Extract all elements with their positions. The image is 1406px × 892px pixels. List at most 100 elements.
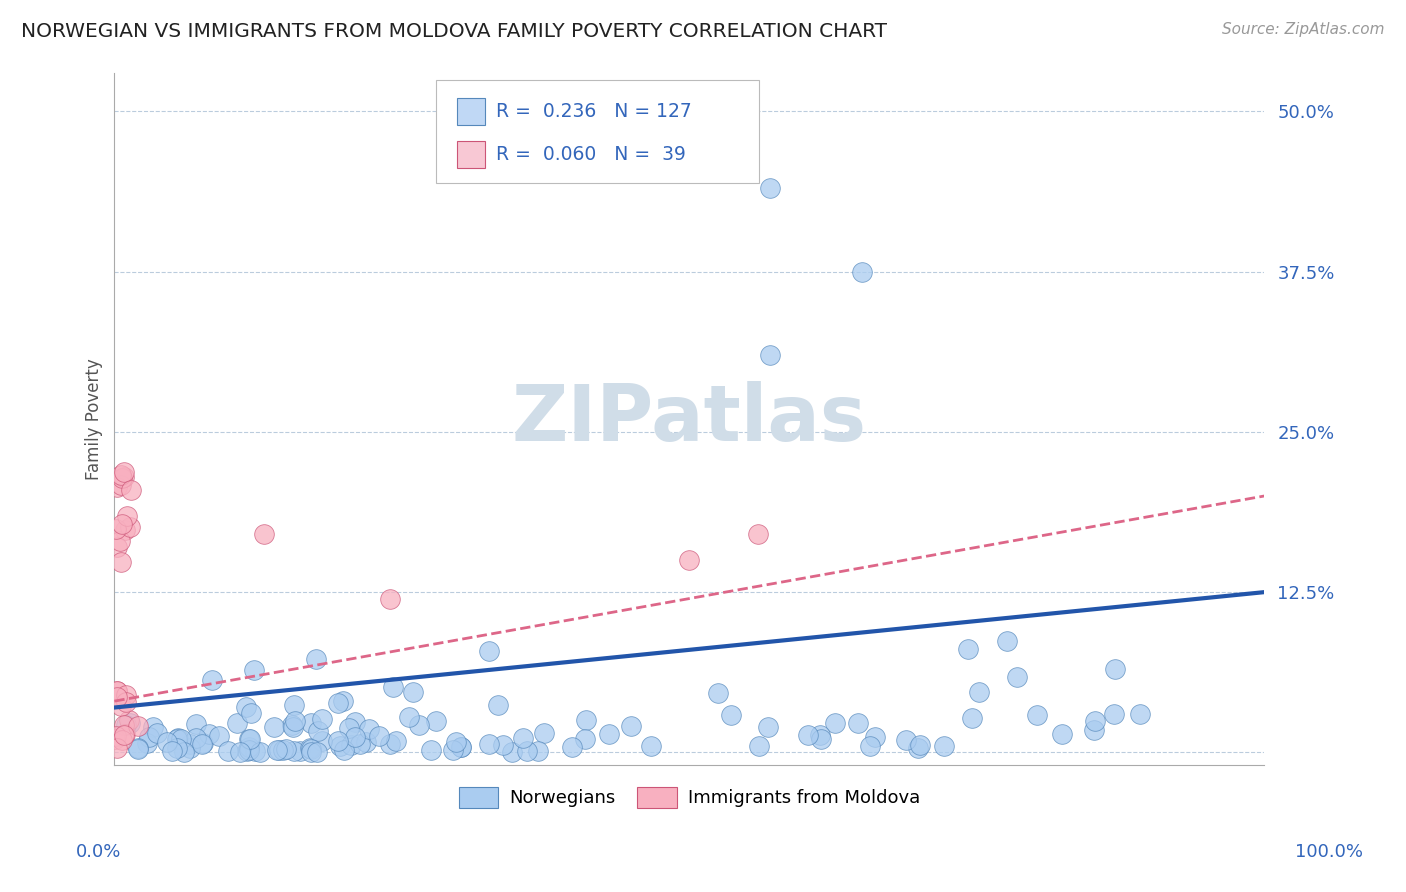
Point [235, 743, 257, 757]
Point [114, 727, 136, 741]
Point [797, 728, 820, 742]
Point [516, 744, 538, 758]
Point [859, 739, 882, 753]
Point [110, 516, 132, 531]
Point [115, 509, 138, 524]
Point [104, 732, 127, 747]
Point [747, 527, 769, 541]
Point [478, 738, 501, 752]
Point [326, 696, 349, 710]
Point [349, 737, 371, 751]
Point [381, 680, 404, 694]
Text: 0.0%: 0.0% [76, 843, 121, 861]
Point [846, 715, 869, 730]
Point [118, 716, 141, 731]
Point [533, 726, 555, 740]
Point [759, 181, 782, 195]
Point [851, 265, 873, 279]
Point [273, 743, 295, 757]
Point [263, 720, 285, 734]
Point [908, 738, 931, 752]
Point [114, 524, 136, 538]
Point [142, 720, 165, 734]
Point [105, 684, 128, 698]
Point [146, 726, 169, 740]
Point [284, 714, 307, 728]
Point [105, 729, 128, 743]
Point [408, 718, 430, 732]
Point [229, 745, 252, 759]
Point [707, 686, 730, 700]
Point [1084, 714, 1107, 728]
Point [283, 698, 305, 713]
Point [108, 533, 131, 548]
Point [907, 741, 929, 756]
Point [1083, 723, 1105, 738]
Point [299, 742, 322, 756]
Point [574, 731, 596, 746]
Point [110, 699, 132, 714]
Text: Source: ZipAtlas.com: Source: ZipAtlas.com [1222, 22, 1385, 37]
Point [957, 642, 980, 657]
Point [114, 688, 136, 702]
Point [865, 730, 887, 744]
Point [810, 732, 832, 747]
Point [329, 739, 352, 754]
Point [385, 733, 408, 747]
Point [105, 540, 128, 554]
Point [326, 734, 349, 748]
Point [166, 732, 188, 747]
Point [179, 737, 201, 751]
Point [112, 717, 135, 731]
Point [238, 739, 260, 754]
Text: NORWEGIAN VS IMMIGRANTS FROM MOLDOVA FAMILY POVERTY CORRELATION CHART: NORWEGIAN VS IMMIGRANTS FROM MOLDOVA FAM… [21, 22, 887, 41]
Point [238, 731, 260, 746]
Point [166, 741, 188, 756]
Point [995, 633, 1018, 648]
Point [162, 744, 184, 758]
Point [173, 745, 195, 759]
Point [167, 731, 190, 745]
Point [299, 741, 322, 756]
Point [104, 522, 127, 536]
Point [179, 741, 201, 756]
Point [1129, 706, 1152, 721]
Point [1104, 662, 1126, 676]
Point [1102, 707, 1125, 722]
Point [311, 734, 333, 748]
Point [357, 723, 380, 737]
Point [402, 685, 425, 699]
Point [720, 708, 742, 723]
Point [450, 740, 472, 755]
Point [127, 719, 149, 733]
Point [283, 720, 305, 734]
Point [305, 745, 328, 759]
Point [112, 727, 135, 741]
Point [111, 732, 134, 747]
Text: 100.0%: 100.0% [1295, 843, 1362, 861]
Point [184, 717, 207, 731]
Point [217, 744, 239, 758]
Point [191, 737, 214, 751]
Point [193, 736, 215, 750]
Point [620, 719, 643, 733]
Point [378, 737, 401, 751]
Point [640, 739, 662, 753]
Point [1050, 727, 1073, 741]
Point [756, 721, 779, 735]
Point [118, 713, 141, 727]
Point [136, 736, 159, 750]
Point [253, 527, 276, 541]
Point [208, 729, 231, 743]
Point [112, 469, 135, 483]
Point [186, 731, 208, 746]
Text: ZIPatlas: ZIPatlas [512, 381, 868, 457]
Point [305, 652, 328, 666]
Point [575, 713, 598, 727]
Point [478, 643, 501, 657]
Point [111, 471, 134, 485]
Point [288, 744, 311, 758]
Point [239, 706, 262, 720]
Point [114, 695, 136, 709]
Point [138, 730, 160, 744]
